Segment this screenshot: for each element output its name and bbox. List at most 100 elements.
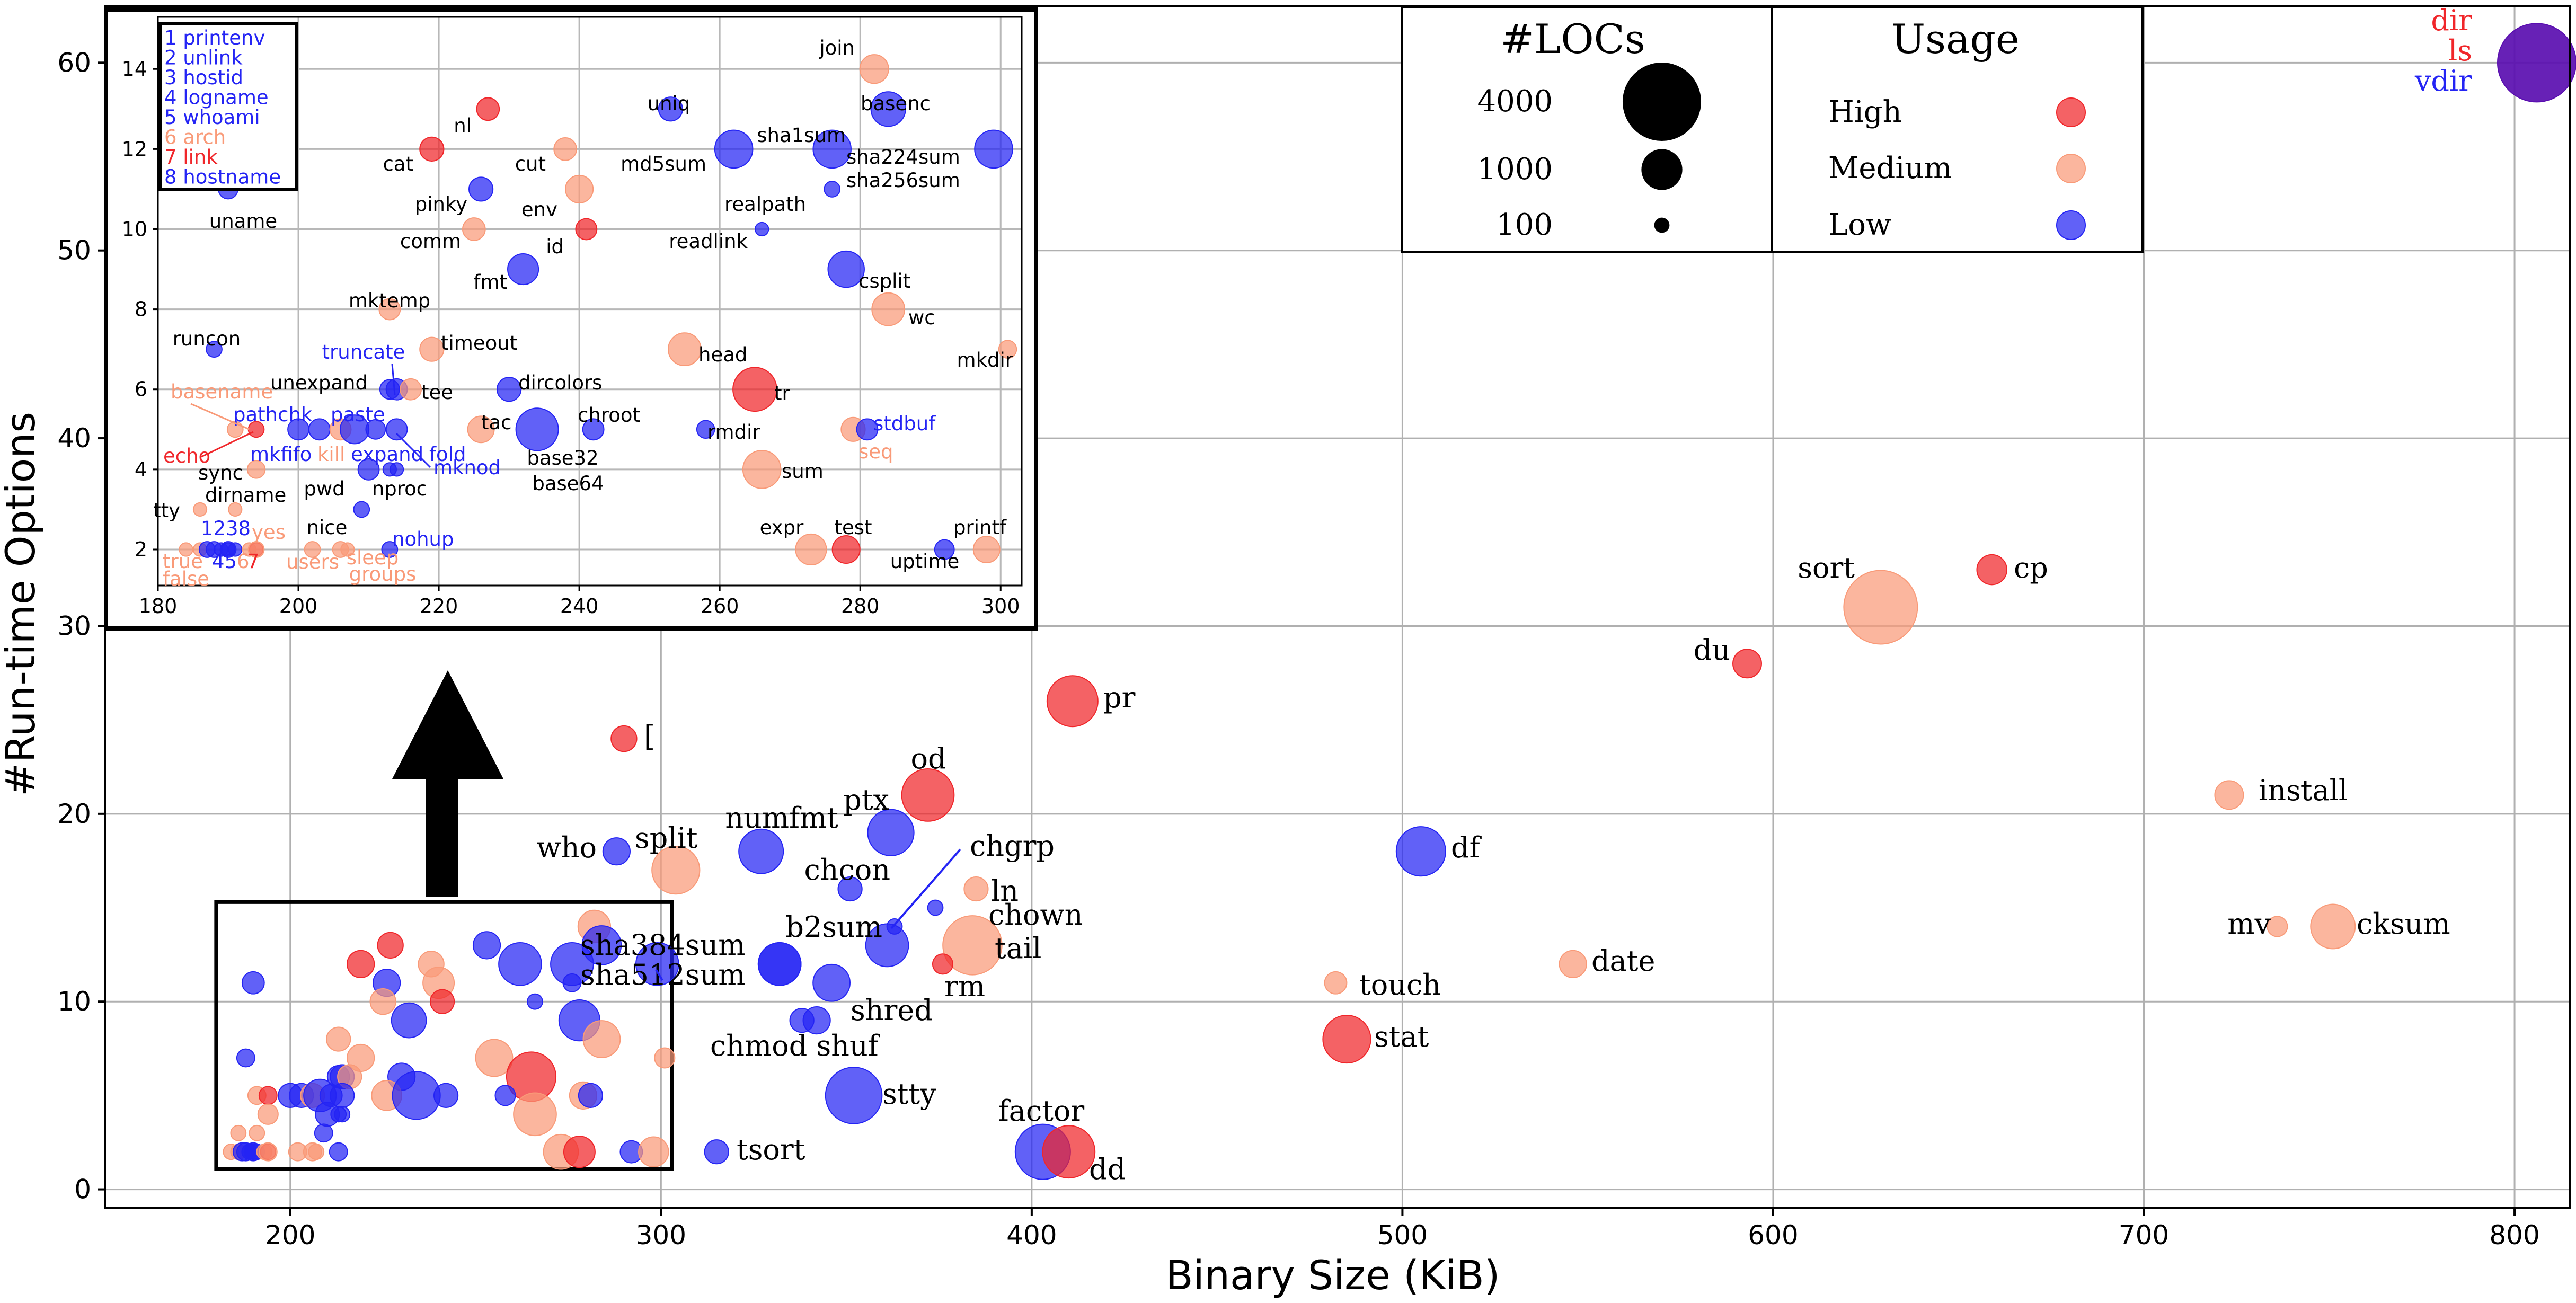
inset-plot-frame	[157, 16, 1023, 587]
inset-label-basename: basename	[171, 380, 273, 403]
inset-key-item: 4 logname	[164, 86, 269, 109]
inset-key-box	[158, 22, 298, 191]
point-stdbuf	[578, 1083, 604, 1108]
leader-sha512sum	[655, 969, 663, 981]
label-sort: sort	[1798, 551, 1855, 584]
inset-label-env: env	[521, 198, 557, 221]
leader-echo	[201, 431, 254, 458]
inset-point-runcon	[206, 341, 223, 358]
label-factor: factor	[998, 1094, 1085, 1128]
point-sync	[257, 1103, 279, 1125]
y-tick-label: 0	[74, 1174, 91, 1205]
inset-point-sum	[742, 450, 782, 489]
label-df: df	[1451, 831, 1482, 864]
inset-label-mktemp: mktemp	[349, 289, 430, 312]
inset-point-rmdir	[696, 420, 715, 439]
point-base32	[392, 1071, 441, 1120]
inset-label-dircolors: dircolors	[518, 371, 603, 394]
point-fmt	[391, 1002, 427, 1039]
zoom-arrow	[392, 670, 503, 897]
point-runcon	[236, 1048, 255, 1068]
leader-truncate	[391, 364, 396, 395]
point-realpath	[562, 973, 582, 992]
point-tty	[230, 1124, 247, 1141]
point-ln	[963, 876, 989, 902]
label-: [	[644, 720, 655, 753]
inset-point-mkdir	[998, 340, 1017, 359]
inset-point-uniq	[658, 96, 683, 122]
inset-point-join	[859, 54, 889, 84]
inset-point-yes	[247, 541, 265, 558]
inset-label-expr: expr	[760, 516, 804, 539]
inset-point-realpath	[824, 181, 841, 198]
label-dd: dd	[1089, 1153, 1126, 1186]
label-ptx: ptx	[843, 783, 889, 817]
inset-point-env	[565, 174, 594, 203]
inset-point-cut	[553, 137, 577, 161]
y-axis-title: #Run-time Options	[0, 412, 44, 796]
inset-label-wc: wc	[908, 306, 935, 329]
inset-label-groups: groups	[349, 563, 417, 586]
inset-point-users	[304, 541, 321, 558]
inset-point-fold	[385, 418, 408, 441]
inset-label-sync: sync	[198, 462, 243, 484]
point-printf	[638, 1136, 669, 1167]
point-chown	[927, 899, 944, 916]
inset-point-readlink	[755, 221, 769, 237]
point-nohup	[329, 1142, 348, 1162]
leader-mknod	[395, 432, 431, 468]
inset-point-test	[831, 535, 861, 564]
legend-locs-label: 1000	[1477, 152, 1553, 187]
inset-label-truncate: truncate	[322, 341, 405, 364]
label-rm: rm	[944, 970, 985, 1003]
inset-labels: join nl uniq basenc sha1sum cat cut md5sum sha22…	[153, 37, 1014, 590]
inset-label-false: false	[163, 568, 209, 590]
point-numfmt	[738, 828, 784, 874]
inset-point-sha224sum-sha256sum	[974, 129, 1013, 169]
point-ptx	[867, 809, 915, 856]
inset-label-yes: yes	[252, 521, 286, 544]
inset-label-chroot: chroot	[578, 404, 640, 427]
legend-usage-label: Low	[1828, 208, 1891, 242]
inset-x-tick-label: 220	[420, 595, 458, 618]
inset-point-tr	[732, 367, 777, 412]
leader-chgrp	[890, 848, 961, 929]
inset-point-id	[575, 218, 598, 241]
point-pr	[1046, 675, 1099, 728]
point-comm	[369, 988, 396, 1015]
label-chmod-shuf: chmod shuf	[710, 1029, 881, 1062]
inset-point-basenc	[870, 91, 906, 127]
point-cat	[347, 950, 375, 978]
point-who	[602, 837, 631, 866]
point-sha512sum	[757, 942, 802, 986]
point-sha224sum-sha256sum	[635, 942, 679, 986]
inset-label-realpath: realpath	[724, 193, 806, 216]
inset-label-stdbuf: stdbuf	[873, 412, 936, 435]
inset-label-fmt: fmt	[473, 271, 507, 294]
inset-point-expr	[795, 533, 827, 566]
label-tsort: tsort	[737, 1133, 805, 1166]
inset-label-basenc: basenc	[861, 92, 931, 115]
inset-label-pwd: pwd	[304, 477, 344, 500]
point-dirname	[249, 1124, 265, 1141]
point-tail	[942, 915, 1003, 976]
inset-point-groups	[340, 542, 355, 557]
inset-point-fmt	[507, 253, 539, 286]
inset-point-tac	[467, 415, 495, 444]
x-tick-label: 600	[1748, 1220, 1798, 1251]
inset-point-dirname	[228, 502, 243, 517]
inset-label-6: 6	[237, 550, 250, 573]
point-groups	[308, 1144, 325, 1160]
inset-key-item: 2 unlink	[164, 47, 243, 69]
inset-point-mktemp	[378, 298, 401, 321]
label-stat: stat	[1374, 1020, 1429, 1053]
label-stty: stty	[882, 1077, 936, 1111]
point-tsort	[704, 1139, 729, 1165]
inset-label-uniq: uniq	[648, 92, 691, 115]
inset-label-mkfifo: mkfifo	[250, 443, 312, 466]
point-test	[563, 1136, 596, 1168]
inset-label-runcon: runcon	[173, 327, 241, 350]
legend-usage-marker	[2056, 154, 2086, 183]
inset-point-expand	[365, 419, 386, 440]
